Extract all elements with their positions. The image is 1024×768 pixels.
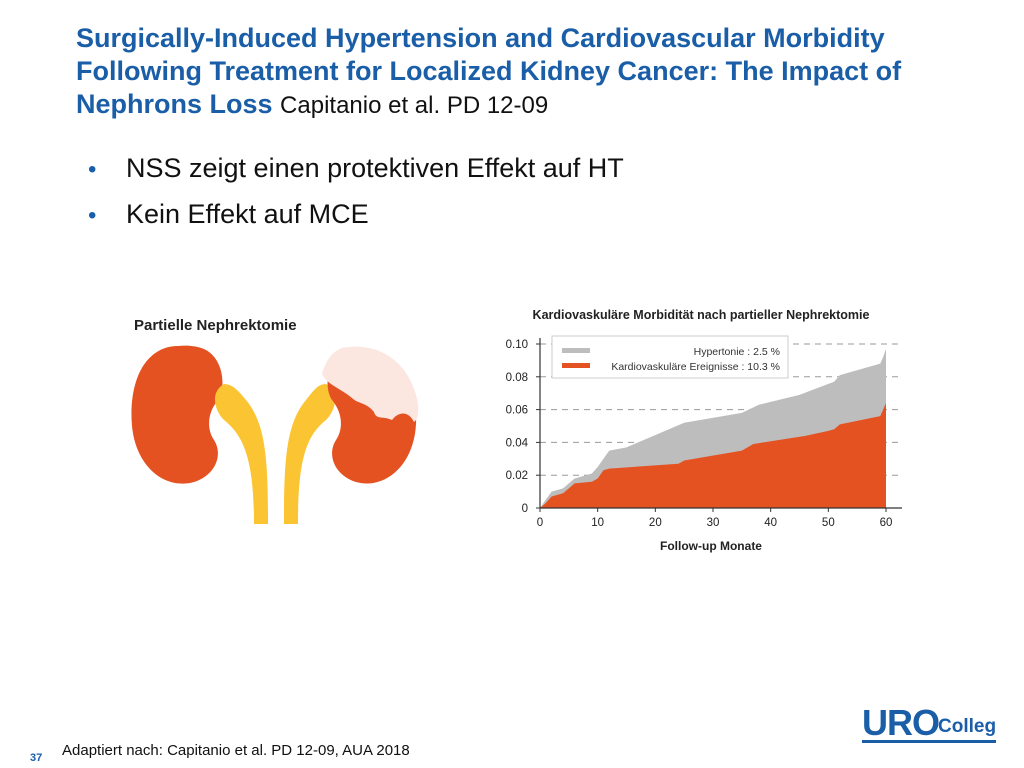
x-tick-label: 20 (649, 517, 662, 529)
area-kardiovaskulaere-ereignisse (540, 403, 886, 508)
legend-box (551, 335, 789, 379)
chart-title: Kardiovaskuläre Morbidität nach partiell… (533, 308, 870, 322)
bullet-text: Kein Effekt auf MCE (126, 199, 369, 229)
legend-label-hypertonie: Hypertonie : 2.5 % (694, 346, 780, 358)
x-tick-label: 50 (822, 517, 835, 529)
uro-colleg-logo: URO Colleg (862, 702, 998, 744)
y-tick-label: 0.06 (506, 405, 528, 417)
x-axis-label: Follow-up Monate (660, 539, 762, 553)
legend-swatch-hypertonie (562, 348, 590, 353)
page-number: 37 (30, 752, 43, 764)
chart-axes (539, 338, 902, 509)
slide-title: Surgically-Induced Hypertension and Card… (76, 22, 976, 122)
y-tick-label: 0.10 (506, 339, 528, 351)
kaplan-meier-chart: Kardiovaskuläre Morbidität nach partiell… (506, 308, 902, 553)
chart-ticks: 0 0.02 0.04 0.06 0.08 0.10 0 10 20 30 40 50 60 (506, 339, 893, 529)
right-ureter-icon (284, 384, 336, 524)
bullet-dot-icon: • (88, 202, 97, 229)
legend-label-mce: Kardiovaskuläre Ereignisse : 10.3 % (611, 361, 780, 373)
resected-part-icon (322, 346, 419, 422)
bullet-text: NSS zeigt einen protektiven Effekt auf H… (126, 153, 624, 183)
bullet-item: • Kein Effekt auf MCE (88, 192, 624, 238)
y-tick-label: 0.08 (506, 372, 528, 384)
logo-underline (862, 740, 996, 743)
x-tick-label: 0 (537, 517, 543, 529)
y-tick-label: 0.04 (506, 437, 529, 449)
logo-main-text: URO (862, 702, 940, 743)
x-tick-label: 10 (591, 517, 604, 529)
kidney-illustration (131, 345, 419, 524)
bullet-dot-icon: • (88, 156, 97, 183)
legend-swatch-mce (562, 363, 590, 368)
x-tick-label: 60 (880, 517, 893, 529)
bullet-item: • NSS zeigt einen protektiven Effekt auf … (88, 146, 624, 192)
illustration-label: Partielle Nephrektomie (134, 317, 297, 334)
x-tick-label: 30 (707, 517, 720, 529)
title-reference: Capitanio et al. PD 12-09 (280, 92, 549, 119)
chart-legend: Hypertonie : 2.5 % Kardiovaskuläre Ereig… (551, 335, 789, 379)
left-kidney-icon (131, 345, 223, 484)
title-text: Surgically-Induced Hypertension and Card… (76, 23, 902, 119)
x-tick-label: 40 (764, 517, 777, 529)
chart-areas (540, 348, 886, 508)
logo-sub-text: Colleg (938, 716, 997, 737)
left-ureter-icon (214, 384, 268, 524)
y-tick-label: 0 (522, 503, 528, 515)
bullet-list: • NSS zeigt einen protektiven Effekt auf … (88, 146, 624, 238)
source-footnote: Adaptiert nach: Capitanio et al. PD 12-0… (62, 742, 410, 759)
y-tick-label: 0.02 (506, 470, 528, 482)
